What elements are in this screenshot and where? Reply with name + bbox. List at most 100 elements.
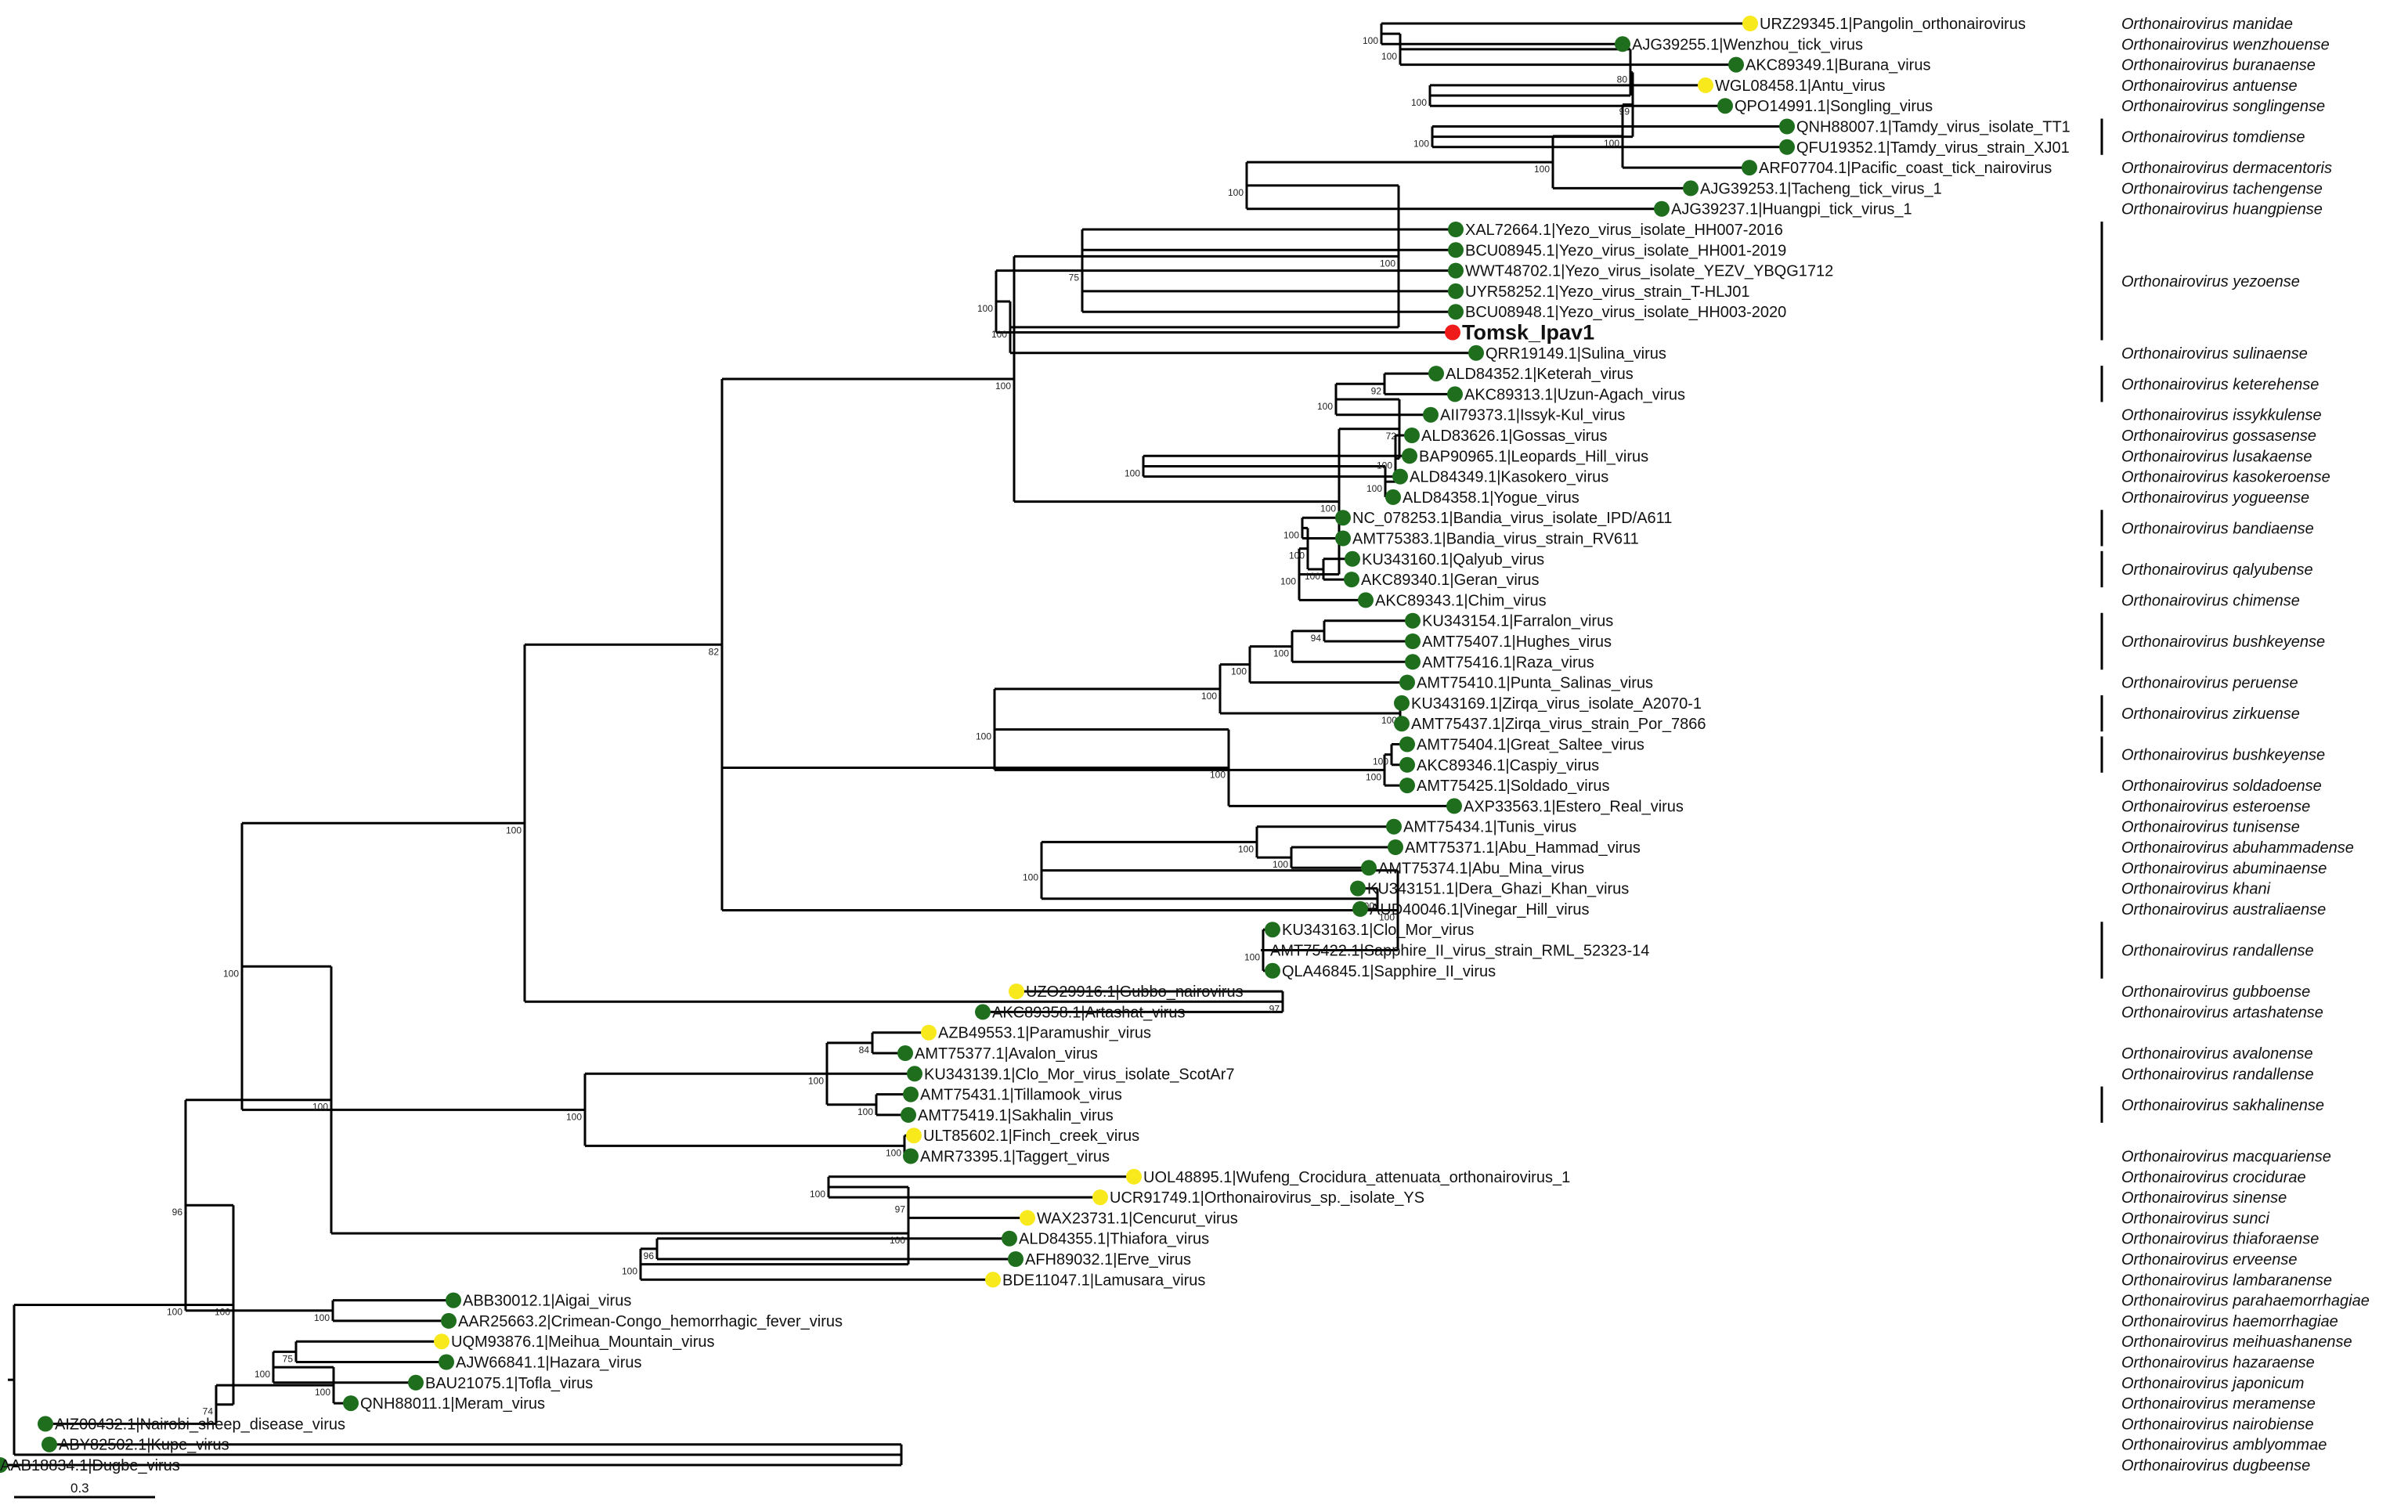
bootstrap-value: 100 <box>886 1147 901 1158</box>
species-name: Orthonairovirus randallense <box>2121 1066 2314 1083</box>
bootstrap-value: 100 <box>215 1306 230 1317</box>
species-name: Orthonairovirus gossasense <box>2121 428 2316 445</box>
species-column: Orthonairovirus manidae Orthonairovirus w… <box>2100 16 2370 1474</box>
tip-label: ALD84349.1|Kasokero_virus <box>1410 469 1608 486</box>
species-name: Orthonairovirus crocidurae <box>2121 1169 2306 1186</box>
tip-label: ARF07704.1|Pacific_coast_tick_nairovirus <box>1759 160 2052 177</box>
species-name: Orthonairovirus japonicum <box>2121 1375 2304 1392</box>
tip-label: ULT85602.1|Finch_creek_virus <box>923 1128 1139 1145</box>
tip-marker-green <box>1385 489 1401 505</box>
bootstrap-value: 100 <box>1280 576 1296 587</box>
bootstrap-value: 100 <box>1534 164 1550 175</box>
tip-label: BAP90965.1|Leopards_Hill_virus <box>1419 448 1648 465</box>
tip-marker-green <box>1335 510 1351 526</box>
bootstrap-value: 100 <box>1238 843 1254 854</box>
species-name: Orthonairovirus lusakaense <box>2121 448 2312 465</box>
species-name: Orthonairovirus zirkuense <box>2121 705 2300 723</box>
tip-label: AMT75371.1|Abu_Hammad_virus <box>1405 839 1641 857</box>
tip-label: KU343160.1|Qalyub_virus <box>1362 551 1544 568</box>
tip-label: BCU08948.1|Yezo_virus_isolate_HH003-2020 <box>1465 304 1786 321</box>
bootstrap-value: 84 <box>859 1045 870 1056</box>
bootstrap-value: 100 <box>857 1106 873 1117</box>
bootstrap-value: 100 <box>622 1266 637 1277</box>
tip-label: AJG39255.1|Wenzhou_tick_virus <box>1632 36 1863 53</box>
tip-label: KU343151.1|Dera_Ghazi_Khan_virus <box>1367 881 1629 898</box>
tip-marker-green <box>1405 654 1421 670</box>
tip-marker-green <box>1404 428 1420 443</box>
tip-marker-green <box>42 1436 57 1452</box>
bootstrap-value: 100 <box>808 1075 824 1086</box>
tip-marker-green <box>1392 468 1408 485</box>
tip-label: ABB30012.1|Aigai_virus <box>463 1293 631 1310</box>
tip-label: AKC89340.1|Geran_virus <box>1361 572 1540 589</box>
tip-label: AMR73395.1|Taggert_virus <box>920 1149 1110 1166</box>
tip-label: QLA46845.1|Sapphire_II_virus <box>1282 963 1496 980</box>
scale-bar-label: 0.3 <box>70 1481 89 1496</box>
bootstrap-value: 100 <box>995 381 1011 392</box>
tip-label: UOL48895.1|Wufeng_Crocidura_attenuata_or… <box>1143 1169 1570 1186</box>
bootstrap-value: 99 <box>1619 106 1630 117</box>
bootstrap-value: 100 <box>991 329 1007 340</box>
species-name: Orthonairovirus esteroense <box>2121 798 2310 815</box>
tip-label: WAX23731.1|Cencurut_virus <box>1037 1210 1238 1227</box>
bootstrap-value: 100 <box>506 825 522 835</box>
tip-label: NC_078253.1|Bandia_virus_isolate_IPD/A61… <box>1352 510 1672 527</box>
species-name: Orthonairovirus yezoense <box>2121 273 2300 290</box>
bootstrap-value: 100 <box>1231 666 1247 677</box>
tip-label: AUD40046.1|Vinegar_Hill_virus <box>1370 901 1590 918</box>
species-name: Orthonairovirus wenzhouense <box>2121 36 2330 53</box>
bootstrap-value: 80 <box>1617 74 1628 85</box>
tip-marker-green <box>1615 36 1630 52</box>
tip-marker-yellow <box>985 1272 1001 1288</box>
species-name: Orthonairovirus meihuashanense <box>2121 1333 2352 1351</box>
tip-label: ALD84358.1|Yogue_virus <box>1403 489 1579 507</box>
tip-marker-green <box>0 1457 8 1473</box>
tip-marker-green <box>1265 922 1280 938</box>
species-name: Orthonairovirus bushkeyense <box>2121 633 2325 651</box>
tip-label: QNH88011.1|Meram_virus <box>360 1395 545 1413</box>
bootstrap-value: 100 <box>255 1369 270 1380</box>
tip-label: XAL72664.1|Yezo_virus_isolate_HH007-2016 <box>1465 222 1783 239</box>
tip-label: AMT75437.1|Zirqa_virus_strain_Por_7866 <box>1411 716 1706 733</box>
species-name: Orthonairovirus abuhammadense <box>2121 839 2354 857</box>
tip-marker-green <box>1335 530 1351 547</box>
bootstrap-value: 75 <box>1069 272 1080 283</box>
bootstrap-value: 100 <box>1379 912 1395 923</box>
species-name: Orthonairovirus qalyubense <box>2121 561 2313 579</box>
tip-marker-green <box>1399 674 1415 691</box>
tip-marker-green <box>1361 860 1377 876</box>
bootstrap-value: 100 <box>1366 483 1382 494</box>
tip-marker-green <box>1008 1251 1023 1267</box>
species-name: Orthonairovirus artashatense <box>2121 1004 2323 1021</box>
tip-marker-green <box>903 1148 919 1164</box>
tip-marker-green <box>1265 962 1280 979</box>
species-name: Orthonairovirus antuense <box>2121 78 2298 95</box>
bootstrap-value: 75 <box>283 1353 294 1364</box>
species-name: Orthonairovirus chimense <box>2121 592 2300 609</box>
tip-label: AMT75374.1|Abu_Mina_virus <box>1378 860 1584 877</box>
tip-label: AMT75422.1|Sapphire_II_virus_strain_RML_… <box>1270 943 1649 960</box>
bootstrap-value: 96 <box>172 1207 183 1218</box>
species-name: Orthonairovirus abuminaense <box>2121 860 2327 877</box>
species-name: Orthonairovirus issykkulense <box>2121 407 2322 424</box>
bootstrap-value: 100 <box>167 1306 182 1317</box>
tip-marker-yellow <box>1742 16 1758 31</box>
species-name: Orthonairovirus bandiaense <box>2121 520 2314 537</box>
species-name: Orthonairovirus macquariense <box>2121 1149 2331 1166</box>
tip-labels: URZ29345.1|Pangolin_orthonairovirus AJG39… <box>0 16 2070 1474</box>
tip-label: AAB18834.1|Dugbe_virus <box>0 1457 180 1474</box>
bootstrap-value: 100 <box>1363 35 1378 46</box>
tip-marker-green <box>1447 386 1463 402</box>
tip-marker-green <box>1399 778 1415 794</box>
tip-marker-green <box>446 1292 461 1308</box>
tip-label: AKC89343.1|Chim_virus <box>1375 592 1547 609</box>
tip-marker-yellow <box>1698 77 1713 93</box>
tip-marker-red <box>1445 324 1460 341</box>
species-name: Orthonairovirus thiaforaense <box>2121 1231 2319 1248</box>
species-name: Orthonairovirus kasokeroense <box>2121 469 2330 486</box>
tip-label: AKC89358.1|Artashat_virus <box>992 1004 1185 1021</box>
species-name: Orthonairovirus amblyommae <box>2121 1437 2327 1454</box>
tip-marker-green <box>1394 716 1410 732</box>
tip-label: WGL08458.1|Antu_virus <box>1715 78 1886 95</box>
